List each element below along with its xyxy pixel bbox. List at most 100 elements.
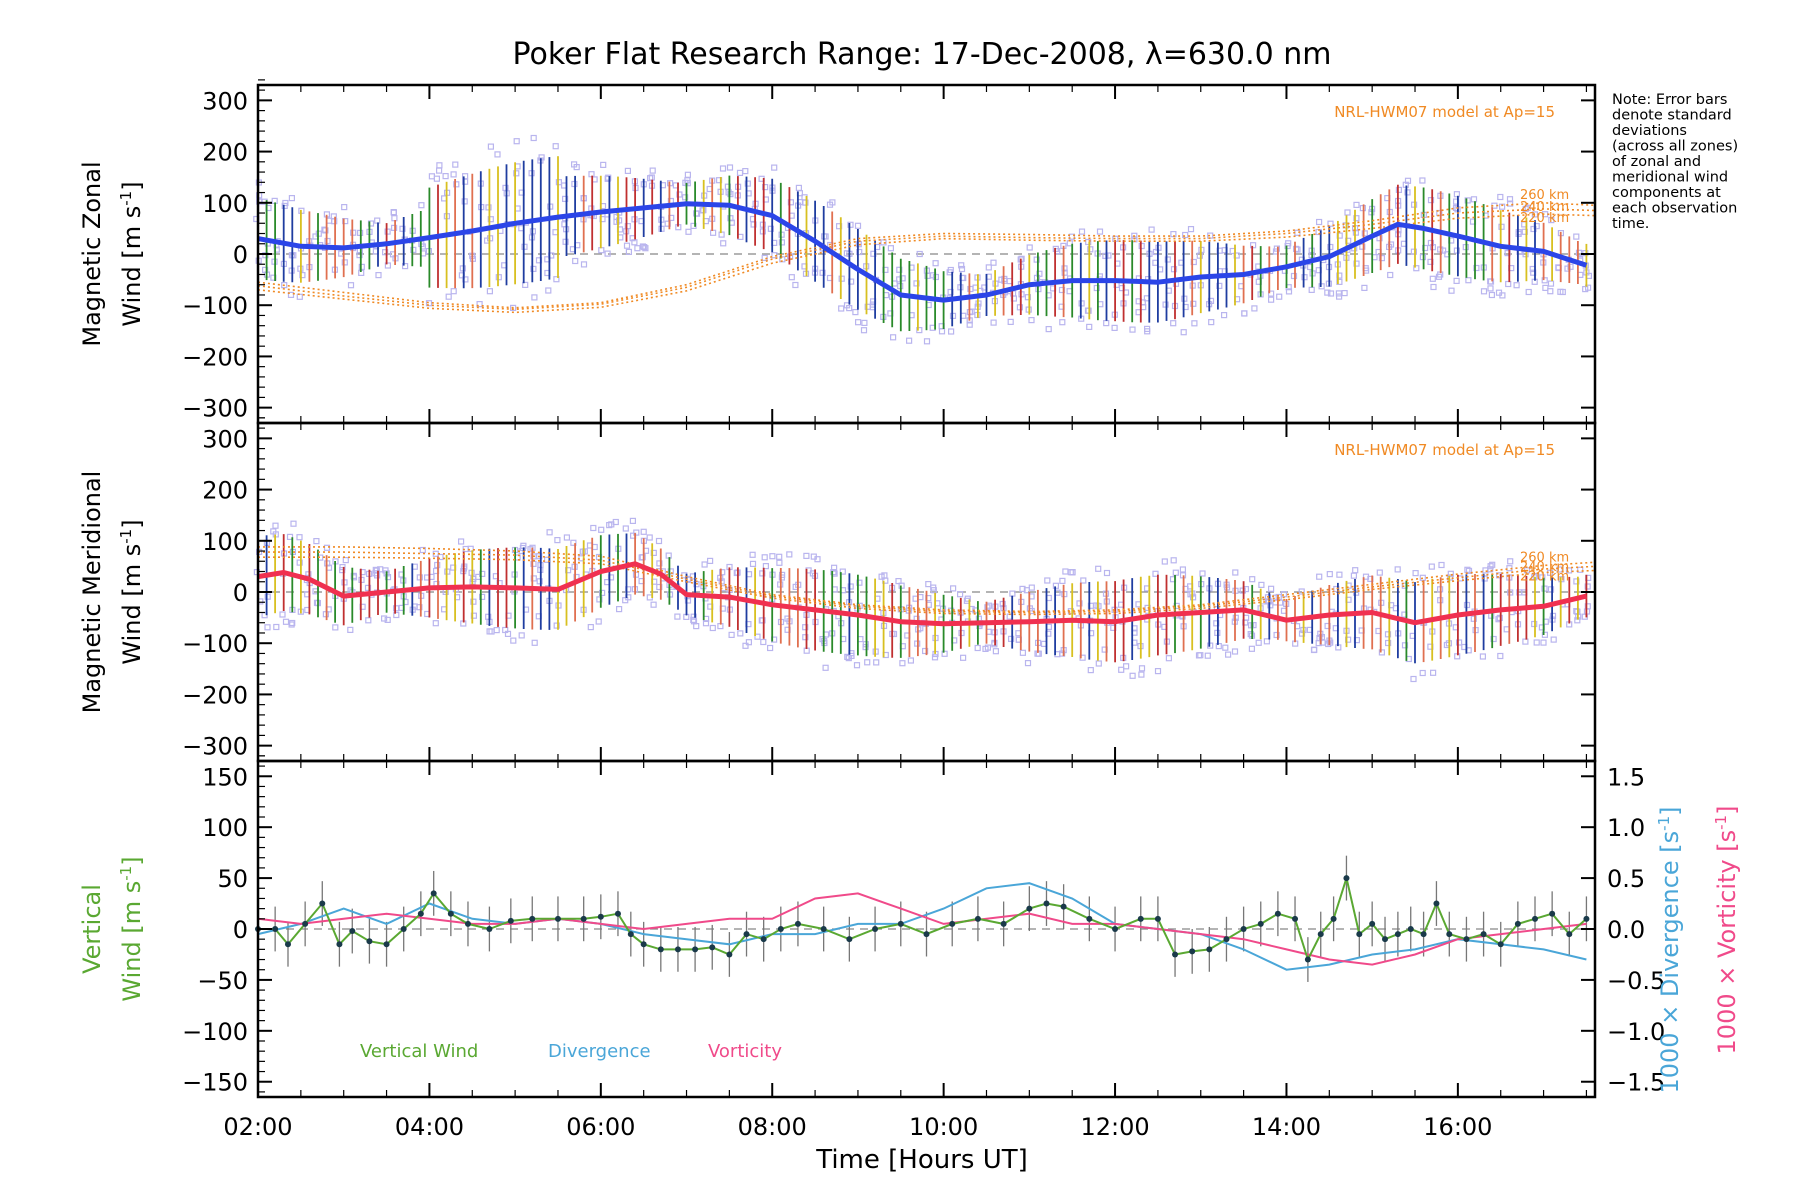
scatter-point	[342, 218, 349, 225]
scatter-point	[1180, 329, 1187, 336]
scatter-point	[313, 599, 321, 606]
vertical-point	[272, 926, 279, 932]
scatter-point	[1103, 569, 1111, 577]
scatter-point	[1410, 248, 1418, 255]
scatter-point	[1541, 631, 1549, 638]
scatter-point	[513, 170, 520, 177]
divergence-axis-label-text: 1000 × Divergence [s-1]	[1655, 806, 1684, 1093]
scatter-point	[1255, 639, 1262, 646]
scatter-point	[1541, 277, 1548, 284]
scatter-point	[587, 623, 594, 631]
scatter-point	[442, 173, 449, 180]
scatter-point	[959, 654, 967, 661]
scatter-point	[656, 583, 663, 591]
scatter-point	[604, 250, 611, 257]
y-tick-label: −50	[197, 967, 248, 995]
scatter-point	[847, 221, 854, 228]
scatter-point	[1513, 282, 1520, 289]
scatter-point	[596, 596, 603, 603]
scatter-point	[681, 194, 689, 201]
scatter-point	[530, 575, 537, 582]
vertical-point	[319, 900, 326, 907]
scatter-point	[1336, 278, 1343, 285]
model-curve	[258, 546, 1596, 613]
vertical-point	[1304, 956, 1311, 963]
scatter-point	[1453, 247, 1461, 254]
model-label: NRL-HWM07 model at Ap=15	[1334, 103, 1555, 121]
vertical-point	[430, 890, 437, 897]
scatter-point	[273, 623, 280, 631]
scatter-point	[674, 613, 681, 620]
scatter-point	[262, 252, 269, 259]
scatter-point	[322, 227, 329, 234]
scatter-point	[1078, 228, 1086, 235]
scatter-point	[1216, 282, 1223, 289]
vertical-point	[1026, 905, 1033, 912]
scatter-point	[286, 533, 294, 541]
note-line: components at	[1612, 185, 1721, 201]
right-tick-label: 1.0	[1607, 814, 1645, 842]
scatter-point	[864, 659, 871, 666]
scatter-point	[590, 524, 597, 532]
scatter-point	[375, 272, 382, 279]
scatter-point	[761, 184, 769, 191]
scatter-point	[1419, 177, 1426, 184]
scatter-point	[1087, 246, 1094, 253]
scatter-point	[554, 536, 561, 544]
scatter-point	[719, 569, 726, 576]
scatter-point	[1384, 631, 1392, 638]
model-level-label: 260 km	[1520, 550, 1569, 565]
vertical-point	[486, 926, 493, 932]
scatter-point	[1429, 275, 1436, 282]
scatter-point	[510, 304, 517, 311]
scatter-point	[854, 319, 862, 326]
scatter-point	[1220, 312, 1228, 319]
scatter-point	[1224, 651, 1232, 658]
scatter-point	[393, 611, 400, 619]
scatter-point	[612, 518, 619, 526]
y-tick-label: 50	[217, 865, 248, 893]
scatter-point	[1093, 284, 1100, 292]
scatter-point	[1429, 669, 1437, 676]
vertical-point	[1446, 931, 1453, 938]
scatter-point	[742, 168, 749, 175]
vertical-point	[1274, 910, 1281, 917]
scatter-point	[699, 207, 706, 214]
scatter-point	[264, 624, 271, 631]
vertical-point	[1369, 920, 1376, 927]
scatter-point	[1507, 558, 1514, 565]
scatter-point	[1487, 285, 1494, 292]
scatter-point	[580, 261, 588, 268]
vertical-point	[1583, 915, 1590, 922]
scatter-point	[684, 597, 692, 604]
vertical-point	[554, 915, 561, 922]
scatter-point	[860, 327, 868, 334]
divergence-axis-label-close: ]	[1656, 806, 1684, 815]
right-tick-label: 0.0	[1607, 916, 1645, 944]
note-line: meridional wind	[1612, 170, 1728, 186]
scatter-point	[1232, 569, 1239, 576]
scatter-point	[1267, 585, 1275, 592]
scatter-point	[1292, 245, 1300, 252]
scatter-point	[486, 288, 493, 295]
scatter-point	[453, 181, 460, 188]
scatter-point	[702, 620, 710, 627]
scatter-point	[282, 618, 290, 625]
scatter-point	[887, 245, 895, 252]
scatter-point	[776, 553, 783, 560]
scatter-point	[622, 597, 629, 604]
y-tick-label: −150	[182, 1069, 248, 1097]
vertical-point	[1317, 931, 1324, 938]
scatter-point	[1488, 291, 1496, 299]
scatter-point	[641, 244, 648, 251]
scatter-point	[1336, 571, 1343, 578]
scatter-point	[1550, 636, 1557, 643]
legend-item: Divergence	[548, 1041, 651, 1062]
scatter-point	[907, 657, 915, 664]
scatter-point	[504, 630, 512, 638]
scatter-point	[990, 319, 997, 326]
scatter-point	[1164, 256, 1171, 263]
scatter-point	[476, 301, 483, 308]
y-axis-label-line1: Vertical	[78, 884, 106, 974]
